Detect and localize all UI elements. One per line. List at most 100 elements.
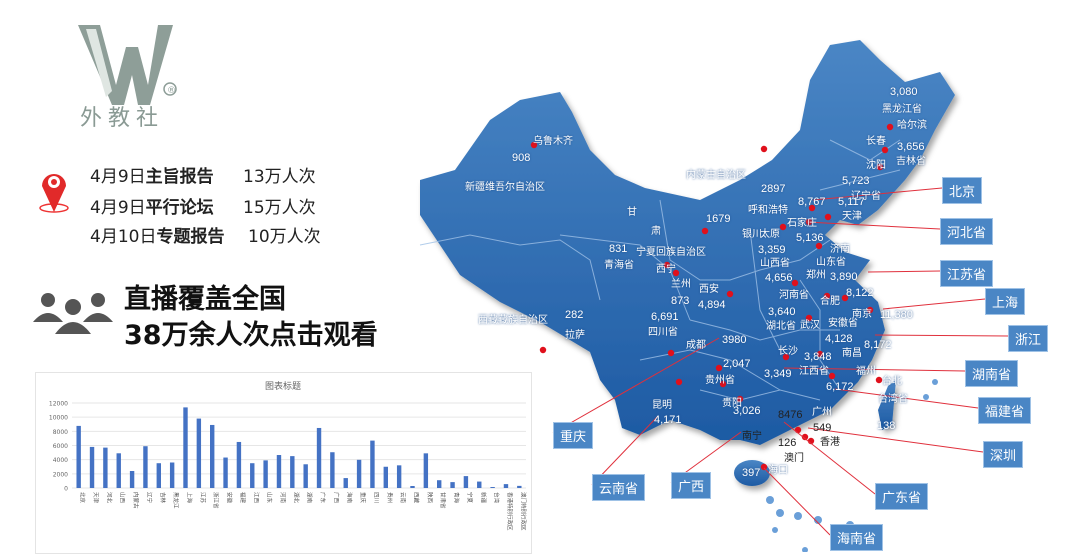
map-label: 合肥 — [820, 296, 840, 307]
x-tick-label: 云南 — [399, 492, 407, 504]
bar — [343, 478, 348, 488]
city-dot — [760, 145, 768, 153]
x-tick-label: 重庆 — [359, 492, 367, 504]
map-label: 石家庄 — [787, 218, 817, 229]
y-tick-label: 12000 — [49, 401, 68, 408]
x-tick-label: 广西 — [332, 492, 340, 504]
callout-line — [763, 467, 831, 536]
bar — [396, 465, 402, 488]
map-label: 新疆维吾尔自治区 — [465, 182, 545, 193]
map-label: 香港 — [820, 437, 840, 448]
map-label: 397 — [742, 467, 761, 479]
map-label: 282 — [565, 309, 584, 321]
map-label: 贵州省 — [705, 375, 735, 386]
city-dot — [875, 376, 883, 384]
map-label: 2,047 — [723, 358, 751, 370]
map-label: 吉林省 — [896, 156, 926, 167]
map-label: 8,122 — [846, 287, 874, 299]
x-tick-label: 青海 — [453, 492, 461, 504]
city-dot — [736, 395, 744, 403]
bar — [143, 446, 148, 488]
city-dot — [828, 372, 836, 380]
city-dot — [824, 213, 832, 221]
event-date: 4月10日 — [90, 227, 157, 247]
region-callout: 湖南省 — [965, 360, 1019, 387]
china-map — [419, 40, 1009, 552]
bar — [103, 447, 108, 488]
bar — [503, 484, 509, 488]
map-label: 贵阳 — [722, 398, 742, 409]
region-callout: 广西 — [671, 472, 712, 499]
region-callout: 江苏省 — [940, 260, 994, 287]
callout-line — [591, 415, 659, 486]
city-dot — [866, 306, 874, 314]
x-tick-label: 新疆 — [479, 492, 487, 504]
x-tick-label: 江西 — [252, 492, 259, 504]
x-tick-label: 浙江省 — [212, 492, 220, 509]
bar — [169, 462, 175, 488]
city-dot — [672, 269, 680, 277]
city-dot — [539, 346, 547, 354]
registered-mark: ® — [167, 86, 176, 96]
map-label: 西安 — [699, 284, 719, 295]
bar — [290, 456, 295, 488]
bar — [196, 418, 202, 488]
map-label: 湖北省 — [766, 321, 796, 332]
map-label: 4,128 — [825, 333, 853, 345]
map-label: 太原 — [760, 229, 780, 240]
callout-line — [874, 334, 1009, 337]
bar — [276, 455, 282, 488]
x-tick-label: 河北 — [105, 492, 113, 504]
bar — [356, 459, 362, 488]
map-label: 1679 — [706, 213, 731, 225]
city-dot — [715, 364, 723, 372]
map-label: 3,640 — [768, 306, 796, 318]
bar — [370, 440, 375, 488]
x-tick-label: 山西 — [119, 492, 127, 504]
map-label: 8,767 — [798, 196, 826, 208]
map-pin-icon — [39, 174, 69, 213]
map-label: 6,691 — [651, 311, 679, 323]
map-label: 5,723 — [842, 175, 870, 187]
x-tick-label: 安徽 — [226, 492, 234, 504]
headline: 直播覆盖全国 38万余人次点击观看 — [124, 282, 378, 354]
callout-line — [812, 187, 943, 201]
x-tick-label: 福建 — [239, 492, 247, 504]
map-label: 南昌 — [842, 348, 862, 359]
people-group-icon — [33, 293, 113, 334]
city-dot — [663, 261, 671, 269]
map-label: 广州 — [812, 407, 832, 418]
x-tick-label: 宁夏 — [466, 492, 474, 504]
city-dot — [816, 350, 824, 358]
map-label: 宁夏回族自治区 — [636, 247, 706, 258]
city-dot — [701, 227, 709, 235]
bar — [156, 463, 161, 488]
region-callout: 福建省 — [978, 397, 1032, 424]
map-label: 拉萨 — [565, 330, 585, 341]
map-shape — [420, 40, 955, 486]
map-label: 873 — [671, 295, 690, 307]
city-dot — [881, 146, 889, 154]
bar — [76, 425, 81, 488]
bar — [210, 424, 215, 488]
city-dot — [726, 290, 734, 298]
event-row: 4月9日主旨报告 13万人次 — [90, 162, 316, 187]
map-label: 河南省 — [779, 290, 809, 301]
region-callout: 深圳 — [983, 441, 1024, 468]
headline-line1: 直播覆盖全国 — [124, 284, 286, 315]
x-tick-label: 广东 — [319, 492, 327, 504]
bar — [450, 482, 455, 488]
map-label: 海口 — [768, 465, 788, 476]
city-dot — [823, 292, 831, 300]
x-tick-label: 辽宁 — [145, 492, 153, 504]
city-dot — [841, 294, 849, 302]
map-label: 哈尔滨 — [897, 120, 927, 131]
bar — [330, 452, 335, 488]
map-label: 乌鲁木齐 — [533, 136, 573, 147]
x-tick-label: 四川 — [372, 492, 379, 503]
map-label: 台北 — [882, 376, 902, 387]
map-label: 4,894 — [698, 299, 726, 311]
city-dot — [782, 353, 790, 361]
city-dot — [805, 314, 813, 322]
callout-line — [834, 388, 979, 409]
